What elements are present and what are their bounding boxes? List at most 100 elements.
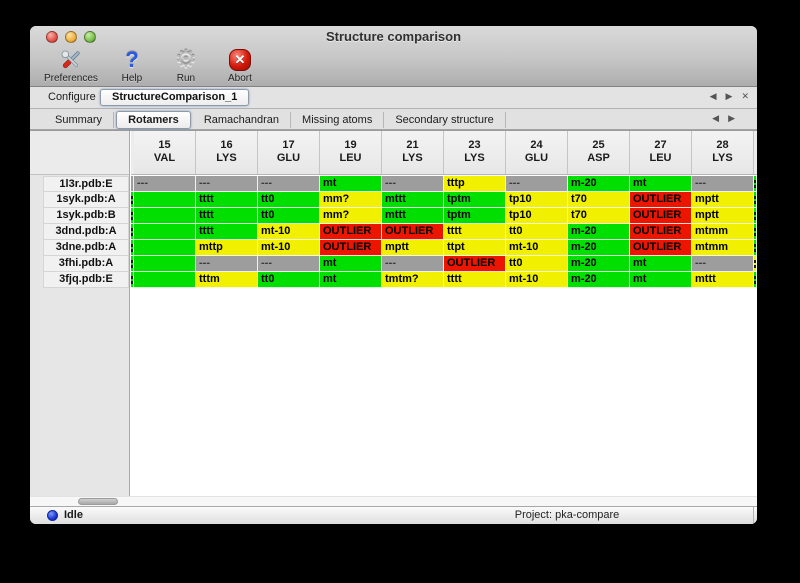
minimize-window-button[interactable]	[65, 31, 77, 43]
rotamer-cell[interactable]: OUTLIER	[320, 240, 382, 256]
clipped-cell-right	[754, 256, 757, 272]
rotamer-cell[interactable]: OUTLIER	[630, 240, 692, 256]
rotamer-cell[interactable]: t70	[568, 208, 630, 224]
rotamer-cell[interactable]: ---	[506, 176, 568, 192]
rotamer-cell[interactable]: ---	[692, 256, 754, 272]
row-label[interactable]: 1syk.pdb:A	[43, 192, 129, 208]
rotamer-cell[interactable]	[134, 240, 196, 256]
row-label[interactable]: 3dne.pdb:A	[43, 240, 129, 256]
tab-secondary-structure[interactable]: Secondary structure	[384, 111, 506, 128]
rotamer-cell[interactable]: tttt	[196, 192, 258, 208]
rotamer-cell[interactable]: mt	[320, 256, 382, 272]
rotamer-cell[interactable]: ---	[692, 176, 754, 192]
rotamer-cell[interactable]: mttt	[382, 192, 444, 208]
rotamer-cell[interactable]: ---	[134, 176, 196, 192]
column-residue-name: GLU	[524, 152, 549, 164]
rotamer-cell[interactable]: mptt	[692, 192, 754, 208]
horizontal-scrollbar[interactable]	[30, 496, 757, 506]
help-button[interactable]: ? Help	[112, 47, 152, 84]
tab-missing-atoms[interactable]: Missing atoms	[291, 111, 385, 128]
next-tab-button[interactable]: ▶	[728, 113, 735, 123]
rotamer-cell[interactable]: tttt	[196, 208, 258, 224]
horizontal-scrollbar-thumb[interactable]	[78, 498, 118, 505]
rotamer-cell[interactable]: mt-10	[258, 224, 320, 240]
prev-tab-button[interactable]: ◀	[712, 113, 720, 123]
rotamer-cell[interactable]: ---	[382, 176, 444, 192]
close-window-button[interactable]	[46, 31, 58, 43]
rotamer-cell[interactable]: mtmm	[692, 240, 754, 256]
row-label[interactable]: 1l3r.pdb:E	[43, 176, 129, 192]
rotamer-cell[interactable]: tptm	[444, 192, 506, 208]
rotamer-cell[interactable]: OUTLIER	[444, 256, 506, 272]
rotamer-cell[interactable]: ---	[258, 256, 320, 272]
run-button[interactable]: ⚙ Run	[166, 47, 206, 85]
rotamer-cell[interactable]: tt0	[506, 224, 568, 240]
rotamer-cell[interactable]: mt	[320, 176, 382, 192]
rotamer-cell[interactable]: tttt	[444, 272, 506, 288]
rotamer-cell[interactable]: OUTLIER	[320, 224, 382, 240]
row-label[interactable]: 3fhi.pdb:A	[43, 256, 129, 272]
rotamer-cell[interactable]: ttpt	[444, 240, 506, 256]
abort-button[interactable]: ✕ Abort	[220, 47, 260, 84]
rotamer-cell[interactable]: mt	[630, 272, 692, 288]
rotamer-cell[interactable]	[134, 208, 196, 224]
rotamer-cell[interactable]: tttm	[196, 272, 258, 288]
rotamer-cell[interactable]: tt0	[258, 272, 320, 288]
rotamer-cell[interactable]: OUTLIER	[630, 192, 692, 208]
rotamer-cell[interactable]: mttt	[692, 272, 754, 288]
rotamer-cell[interactable]: tt0	[258, 192, 320, 208]
rotamer-cell[interactable]: mt-10	[258, 240, 320, 256]
rotamer-cell[interactable]: ---	[382, 256, 444, 272]
rotamer-cell[interactable]: mm?	[320, 192, 382, 208]
prev-configuration-button[interactable]: ◀	[709, 91, 717, 101]
rotamer-cell[interactable]	[134, 224, 196, 240]
rotamer-cell[interactable]: mttt	[382, 208, 444, 224]
rotamer-cell[interactable]: mt	[320, 272, 382, 288]
rotamer-cell[interactable]: mt	[630, 256, 692, 272]
preferences-button[interactable]: Preferences	[44, 47, 98, 84]
next-configuration-button[interactable]: ▶	[725, 91, 733, 101]
rotamer-cell[interactable]	[134, 192, 196, 208]
rotamer-cell[interactable]: m-20	[568, 240, 630, 256]
rotamer-cell[interactable]: tttp	[444, 176, 506, 192]
rotamer-cell[interactable]: mptt	[382, 240, 444, 256]
rotamer-cell[interactable]: m-20	[568, 256, 630, 272]
close-configuration-button[interactable]: ✕	[741, 91, 749, 101]
rotamer-cell[interactable]: ---	[196, 176, 258, 192]
rotamer-cell[interactable]: tt0	[506, 256, 568, 272]
rotamer-cell[interactable]: tttt	[444, 224, 506, 240]
rotamer-cell[interactable]: m-20	[568, 224, 630, 240]
rotamer-cell[interactable]: OUTLIER	[630, 208, 692, 224]
row-label[interactable]: 3fjq.pdb:E	[43, 272, 129, 288]
rotamer-cell[interactable]: ---	[196, 256, 258, 272]
rotamer-cell[interactable]: tttt	[196, 224, 258, 240]
configuration-tab[interactable]: StructureComparison_1	[100, 89, 250, 106]
rotamer-cell[interactable]: OUTLIER	[382, 224, 444, 240]
rotamer-cell[interactable]: tt0	[258, 208, 320, 224]
rotamer-cell[interactable]: t70	[568, 192, 630, 208]
rotamer-cell[interactable]: mttp	[196, 240, 258, 256]
titlebar[interactable]: Structure comparison	[30, 26, 757, 47]
rotamer-cell[interactable]: OUTLIER	[630, 224, 692, 240]
rotamer-cell[interactable]: tmtm?	[382, 272, 444, 288]
rotamer-cell[interactable]: mt	[630, 176, 692, 192]
row-label[interactable]: 3dnd.pdb:A	[43, 224, 129, 240]
rotamer-cell[interactable]: tp10	[506, 192, 568, 208]
rotamer-cell[interactable]: mptt	[692, 208, 754, 224]
rotamer-cell[interactable]: ---	[258, 176, 320, 192]
rotamer-cell[interactable]: mtmm	[692, 224, 754, 240]
zoom-window-button[interactable]	[84, 31, 96, 43]
rotamer-cell[interactable]: mt-10	[506, 272, 568, 288]
tab-summary[interactable]: Summary	[44, 111, 115, 128]
rotamer-cell[interactable]: tp10	[506, 208, 568, 224]
tab-ramachandran[interactable]: Ramachandran	[193, 111, 292, 128]
rotamer-cell[interactable]: m-20	[568, 176, 630, 192]
rotamer-cell[interactable]	[134, 272, 196, 288]
rotamer-cell[interactable]	[134, 256, 196, 272]
rotamer-cell[interactable]: m-20	[568, 272, 630, 288]
rotamer-cell[interactable]: mt-10	[506, 240, 568, 256]
rotamer-cell[interactable]: mm?	[320, 208, 382, 224]
tab-rotamers[interactable]: Rotamers	[116, 110, 191, 129]
row-label[interactable]: 1syk.pdb:B	[43, 208, 129, 224]
rotamer-cell[interactable]: tptm	[444, 208, 506, 224]
